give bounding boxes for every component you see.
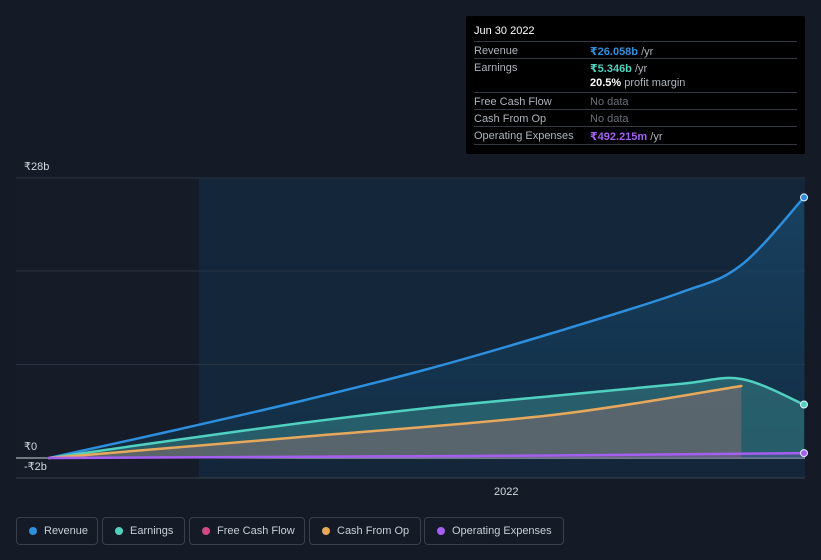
tooltip-unit: /yr [647, 131, 663, 143]
legend-dot-icon [29, 527, 37, 535]
tooltip-label: Revenue [474, 45, 519, 57]
tooltip-value: No data [590, 113, 629, 125]
line-revenue [47, 196, 806, 460]
legend-item-cash-from-op[interactable]: Cash From Op [309, 517, 421, 545]
legend-label: Earnings [130, 525, 174, 537]
tooltip-panel: Jun 30 2022 Revenue ₹26.058b /yr Earning… [466, 16, 805, 154]
tooltip-value: No data [590, 96, 629, 108]
legend-dot-icon [322, 527, 330, 535]
tooltip-profit-margin: 20.5% profit margin [590, 77, 685, 89]
y-tick-neg: -₹2b [24, 461, 47, 473]
tooltip-date: Jun 30 2022 [474, 25, 535, 37]
legend-item-free-cash-flow[interactable]: Free Cash Flow [189, 517, 305, 545]
tooltip-label: Operating Expenses [474, 130, 574, 142]
tooltip-row-opex: Operating Expenses ₹492.215m /yr [474, 126, 797, 145]
marker-operating-expenses [800, 449, 808, 458]
legend-item-earnings[interactable]: Earnings [102, 517, 185, 545]
legend-dot-icon [437, 527, 445, 535]
line-operating-expenses [47, 451, 806, 460]
tooltip-row-fcf: Free Cash Flow No data [474, 92, 797, 110]
y-tick-top: ₹28b [24, 161, 50, 173]
area-earnings [49, 377, 804, 458]
tooltip-row-earnings: Earnings ₹5.346b /yr [474, 58, 797, 76]
series-end-markers [800, 193, 808, 458]
area-operating-expenses [49, 453, 804, 458]
profit-margin-label: profit margin [621, 77, 686, 89]
tooltip-label: Cash From Op [474, 113, 547, 125]
profit-margin-value: 20.5% [590, 77, 622, 89]
tooltip-value: ₹26.058b [590, 46, 639, 58]
marker-earnings [800, 400, 808, 409]
tooltip-unit: /yr [631, 63, 648, 75]
tooltip-row-revenue: Revenue ₹26.058b /yr [474, 41, 797, 59]
line-cash-from-op [47, 384, 743, 460]
legend-item-revenue[interactable]: Revenue [16, 517, 98, 545]
tooltip-label: Free Cash Flow [474, 96, 552, 108]
tooltip-value: ₹492.215m [590, 131, 648, 143]
legend-dot-icon [115, 527, 123, 535]
tooltip-value-wrap: ₹26.058b /yr [590, 45, 653, 58]
series-areas [49, 197, 804, 459]
legend-label: Operating Expenses [452, 525, 552, 537]
area-revenue [49, 197, 804, 459]
y-tick-zero: ₹0 [24, 441, 38, 453]
tooltip-row-cfo: Cash From Op No data [474, 109, 797, 127]
line-earnings [47, 376, 806, 460]
x-tick-2022: 2022 [494, 486, 519, 498]
legend-label: Free Cash Flow [217, 525, 295, 537]
series-lines [47, 196, 806, 460]
tooltip-value: ₹5.346b [590, 63, 632, 75]
legend-item-operating-expenses[interactable]: Operating Expenses [424, 517, 564, 545]
legend-label: Revenue [44, 525, 89, 537]
tooltip-unit: /yr [638, 46, 654, 58]
tooltip-value-wrap: ₹492.215m /yr [590, 130, 662, 143]
marker-revenue [800, 193, 808, 202]
legend-label: Cash From Op [337, 525, 410, 537]
plot-background-past [16, 178, 199, 478]
tooltip-label: Earnings [474, 62, 518, 74]
legend-dot-icon [202, 527, 210, 535]
tooltip-value-wrap: ₹5.346b /yr [590, 62, 647, 75]
area-cash-from-op [49, 386, 742, 458]
